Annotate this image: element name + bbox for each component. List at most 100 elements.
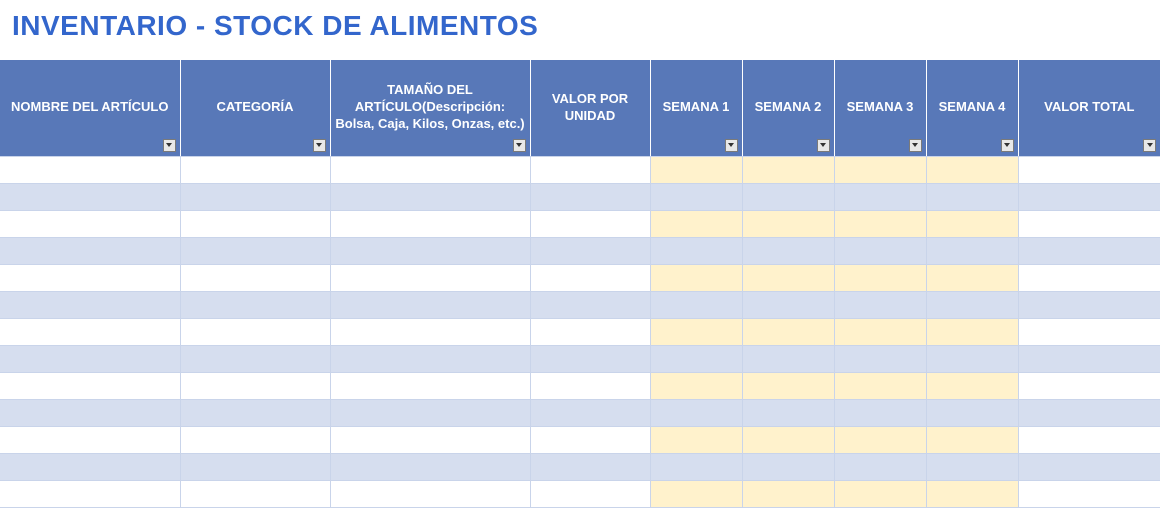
cell-sem4[interactable]	[926, 318, 1018, 345]
cell-nombre[interactable]	[0, 426, 180, 453]
column-header-sem4[interactable]: SEMANA 4	[926, 60, 1018, 156]
cell-valor_u[interactable]	[530, 399, 650, 426]
cell-sem1[interactable]	[650, 291, 742, 318]
cell-nombre[interactable]	[0, 399, 180, 426]
cell-sem1[interactable]	[650, 399, 742, 426]
cell-sem4[interactable]	[926, 345, 1018, 372]
cell-tamano[interactable]	[330, 291, 530, 318]
cell-valor_u[interactable]	[530, 372, 650, 399]
cell-sem2[interactable]	[742, 453, 834, 480]
column-header-total[interactable]: VALOR TOTAL	[1018, 60, 1160, 156]
cell-sem4[interactable]	[926, 426, 1018, 453]
cell-valor_u[interactable]	[530, 318, 650, 345]
filter-dropdown-icon[interactable]	[725, 139, 738, 152]
table-row[interactable]	[0, 291, 1160, 318]
cell-categoria[interactable]	[180, 426, 330, 453]
cell-categoria[interactable]	[180, 264, 330, 291]
cell-categoria[interactable]	[180, 399, 330, 426]
table-row[interactable]	[0, 210, 1160, 237]
cell-tamano[interactable]	[330, 372, 530, 399]
cell-sem2[interactable]	[742, 156, 834, 183]
cell-tamano[interactable]	[330, 183, 530, 210]
cell-sem1[interactable]	[650, 345, 742, 372]
cell-valor_u[interactable]	[530, 345, 650, 372]
cell-valor_u[interactable]	[530, 183, 650, 210]
cell-sem3[interactable]	[834, 318, 926, 345]
filter-dropdown-icon[interactable]	[1143, 139, 1156, 152]
cell-categoria[interactable]	[180, 372, 330, 399]
cell-categoria[interactable]	[180, 291, 330, 318]
cell-sem4[interactable]	[926, 156, 1018, 183]
cell-sem2[interactable]	[742, 345, 834, 372]
cell-sem4[interactable]	[926, 291, 1018, 318]
cell-sem3[interactable]	[834, 291, 926, 318]
cell-sem1[interactable]	[650, 210, 742, 237]
cell-nombre[interactable]	[0, 264, 180, 291]
cell-sem1[interactable]	[650, 237, 742, 264]
cell-tamano[interactable]	[330, 210, 530, 237]
cell-nombre[interactable]	[0, 318, 180, 345]
table-row[interactable]	[0, 318, 1160, 345]
cell-valor_u[interactable]	[530, 291, 650, 318]
cell-total[interactable]	[1018, 183, 1160, 210]
cell-sem2[interactable]	[742, 183, 834, 210]
cell-total[interactable]	[1018, 399, 1160, 426]
table-row[interactable]	[0, 264, 1160, 291]
cell-tamano[interactable]	[330, 480, 530, 507]
cell-total[interactable]	[1018, 372, 1160, 399]
cell-sem3[interactable]	[834, 453, 926, 480]
filter-dropdown-icon[interactable]	[1001, 139, 1014, 152]
table-row[interactable]	[0, 453, 1160, 480]
column-header-valor_u[interactable]: VALOR POR UNIDAD	[530, 60, 650, 156]
cell-valor_u[interactable]	[530, 264, 650, 291]
cell-categoria[interactable]	[180, 237, 330, 264]
cell-sem3[interactable]	[834, 345, 926, 372]
cell-nombre[interactable]	[0, 183, 180, 210]
cell-categoria[interactable]	[180, 210, 330, 237]
cell-categoria[interactable]	[180, 156, 330, 183]
cell-sem4[interactable]	[926, 399, 1018, 426]
cell-nombre[interactable]	[0, 291, 180, 318]
table-row[interactable]	[0, 183, 1160, 210]
cell-total[interactable]	[1018, 156, 1160, 183]
cell-sem2[interactable]	[742, 291, 834, 318]
column-header-tamano[interactable]: TAMAÑO DEL ARTÍCULO(Descripción: Bolsa, …	[330, 60, 530, 156]
column-header-sem1[interactable]: SEMANA 1	[650, 60, 742, 156]
cell-sem3[interactable]	[834, 183, 926, 210]
cell-categoria[interactable]	[180, 183, 330, 210]
cell-tamano[interactable]	[330, 237, 530, 264]
cell-sem2[interactable]	[742, 318, 834, 345]
cell-valor_u[interactable]	[530, 237, 650, 264]
cell-tamano[interactable]	[330, 453, 530, 480]
cell-sem2[interactable]	[742, 210, 834, 237]
column-header-sem3[interactable]: SEMANA 3	[834, 60, 926, 156]
cell-valor_u[interactable]	[530, 453, 650, 480]
cell-sem4[interactable]	[926, 237, 1018, 264]
cell-tamano[interactable]	[330, 426, 530, 453]
cell-categoria[interactable]	[180, 480, 330, 507]
filter-dropdown-icon[interactable]	[909, 139, 922, 152]
cell-sem1[interactable]	[650, 183, 742, 210]
cell-sem3[interactable]	[834, 372, 926, 399]
table-row[interactable]	[0, 156, 1160, 183]
cell-sem3[interactable]	[834, 426, 926, 453]
cell-sem3[interactable]	[834, 210, 926, 237]
cell-valor_u[interactable]	[530, 156, 650, 183]
cell-categoria[interactable]	[180, 345, 330, 372]
cell-categoria[interactable]	[180, 318, 330, 345]
cell-nombre[interactable]	[0, 237, 180, 264]
cell-sem3[interactable]	[834, 480, 926, 507]
cell-total[interactable]	[1018, 345, 1160, 372]
cell-total[interactable]	[1018, 264, 1160, 291]
cell-sem4[interactable]	[926, 264, 1018, 291]
cell-nombre[interactable]	[0, 453, 180, 480]
cell-nombre[interactable]	[0, 156, 180, 183]
cell-valor_u[interactable]	[530, 210, 650, 237]
cell-tamano[interactable]	[330, 399, 530, 426]
cell-nombre[interactable]	[0, 345, 180, 372]
cell-sem3[interactable]	[834, 264, 926, 291]
cell-nombre[interactable]	[0, 210, 180, 237]
cell-tamano[interactable]	[330, 345, 530, 372]
cell-sem1[interactable]	[650, 372, 742, 399]
cell-sem3[interactable]	[834, 237, 926, 264]
